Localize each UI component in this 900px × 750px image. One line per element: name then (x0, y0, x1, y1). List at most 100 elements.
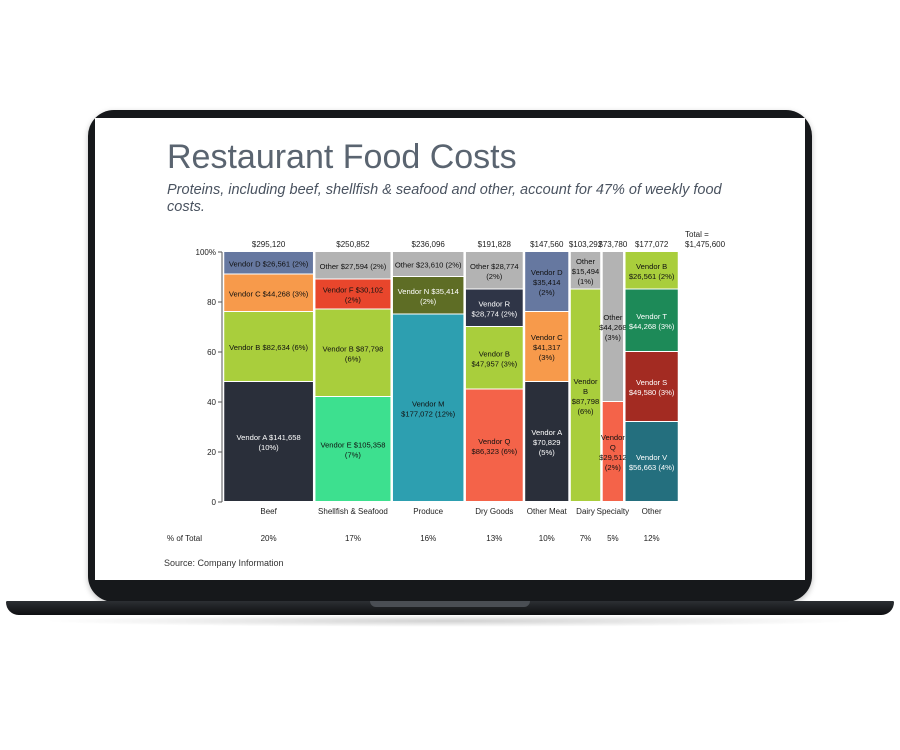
segment-label: $47,957 (3%) (472, 359, 518, 368)
segment-label: (6%) (577, 407, 594, 416)
segment-label: $44,268 (599, 323, 626, 332)
category-label: Dry Goods (475, 507, 513, 516)
y-tick-label: 40 (207, 398, 216, 407)
category-label: Shellfish & Seafood (318, 507, 388, 516)
segment-label: Vendor C $44,268 (3%) (229, 289, 309, 298)
mekko-chart: 0 20 40 60 80 100% Vendor A $141,658(10%) Vendo… (167, 230, 726, 543)
grand-total-value: $1,475,600 (685, 240, 726, 249)
segment-label: Vendor (573, 377, 598, 386)
column-total-label: $147,560 (530, 240, 564, 249)
segment-label: $29,512 (599, 453, 626, 462)
laptop-hinge-notch (370, 601, 530, 607)
segment-label: $26,561 (2%) (629, 272, 675, 281)
segment-label: Other $23,610 (2%) (395, 261, 462, 270)
segment-label: $28,774 (2%) (472, 309, 518, 318)
bar-segment (392, 252, 464, 276)
segment-label: Other $27,594 (2%) (320, 262, 387, 271)
bar-segment (465, 327, 523, 389)
segment-label: (6%) (345, 354, 362, 363)
category-label: Dairy (576, 507, 595, 516)
segment-label: (5%) (539, 448, 556, 457)
segment-label: (2%) (486, 272, 503, 281)
y-tick-label: 60 (207, 348, 216, 357)
bar-segment (525, 252, 569, 311)
bar-segment (625, 252, 678, 289)
segment-label: Vendor D (531, 268, 563, 277)
category-label: Specialty (597, 507, 629, 516)
percent-of-total-label: 7% (580, 534, 592, 543)
grand-total-caption: Total = (685, 230, 709, 239)
percent-of-total-label: 5% (607, 534, 619, 543)
segment-label: Vendor R (478, 299, 510, 308)
bar-segment (224, 274, 313, 311)
category-label: Beef (260, 507, 277, 516)
bar-segment (625, 289, 678, 351)
segment-label: Vendor D $26,561 (2%) (229, 259, 309, 268)
y-tick-label: 20 (207, 448, 216, 457)
segment-label: $35,414 (533, 278, 560, 287)
bar-segment (315, 397, 391, 501)
segment-label: (2%) (345, 296, 362, 305)
segment-label: Vendor B (636, 262, 667, 271)
bar-segment (465, 289, 523, 326)
segment-label: Vendor C (531, 333, 563, 342)
column-total-label: $73,780 (598, 240, 627, 249)
bar-segment (392, 314, 464, 501)
y-tick-label: 80 (207, 298, 216, 307)
column-total-label: $236,096 (412, 240, 446, 249)
column-total-label: $191,828 (478, 240, 512, 249)
segment-label: (2%) (420, 297, 437, 306)
percent-of-total-label: 12% (644, 534, 660, 543)
percent-of-total-label: 13% (486, 534, 502, 543)
segment-label: (2%) (605, 463, 622, 472)
segment-label: Vendor T (636, 312, 667, 321)
segment-label: $41,317 (533, 343, 560, 352)
segment-label: Other (576, 257, 595, 266)
segment-label: Vendor F $30,102 (323, 286, 383, 295)
bar-segment (224, 252, 313, 274)
segment-label: Q (610, 443, 616, 452)
column-total-label: $177,072 (635, 240, 669, 249)
segment-label: Vendor B $87,798 (323, 344, 384, 353)
segment-label: Vendor E $105,358 (320, 441, 385, 450)
segment-label: Other (603, 313, 622, 322)
segment-label: Vendor B (479, 349, 510, 358)
bar-segment (315, 309, 391, 396)
segment-label: $44,268 (3%) (629, 322, 675, 331)
chart-source: Source: Company Information (164, 558, 284, 568)
laptop-screen: Restaurant Food Costs Proteins, includin… (95, 118, 805, 580)
segment-label: Vendor V (636, 453, 668, 462)
segment-label: (3%) (605, 333, 622, 342)
segment-label: B (583, 387, 588, 396)
laptop-base (6, 601, 894, 615)
column-total-label: $103,292 (569, 240, 603, 249)
bar-segment (625, 352, 678, 421)
bar-segment (392, 277, 464, 314)
segment-label: $49,580 (3%) (629, 388, 675, 397)
chart-title: Restaurant Food Costs (167, 138, 517, 176)
y-tick-label: 0 (212, 498, 217, 507)
column-total-label: $250,852 (336, 240, 370, 249)
chart-subtitle: Proteins, including beef, shellfish & se… (167, 182, 722, 215)
category-label: Other Meat (527, 507, 568, 516)
segment-label: (7%) (345, 451, 362, 460)
bar-segment (315, 279, 391, 309)
segment-label: $87,798 (572, 397, 599, 406)
segment-label: Vendor A (531, 428, 563, 437)
bar-segment (465, 389, 523, 501)
segment-label: Vendor S (636, 378, 667, 387)
segment-label: $86,323 (6%) (472, 447, 518, 456)
segment-label: Vendor B $82,634 (6%) (229, 343, 308, 352)
bar-segment (570, 289, 601, 501)
bar-segment (570, 252, 601, 289)
segment-label: $56,663 (4%) (629, 463, 675, 472)
segment-label: Other $28,774 (470, 262, 519, 271)
laptop-shadow (40, 615, 860, 627)
category-label: Other (642, 507, 662, 516)
bar-segment (224, 312, 313, 381)
bar-segment (525, 382, 569, 501)
y-tick-label: 100% (196, 248, 216, 257)
percent-of-total-label: 16% (420, 534, 436, 543)
bar-segment (625, 422, 678, 501)
bar-segment (602, 252, 624, 401)
